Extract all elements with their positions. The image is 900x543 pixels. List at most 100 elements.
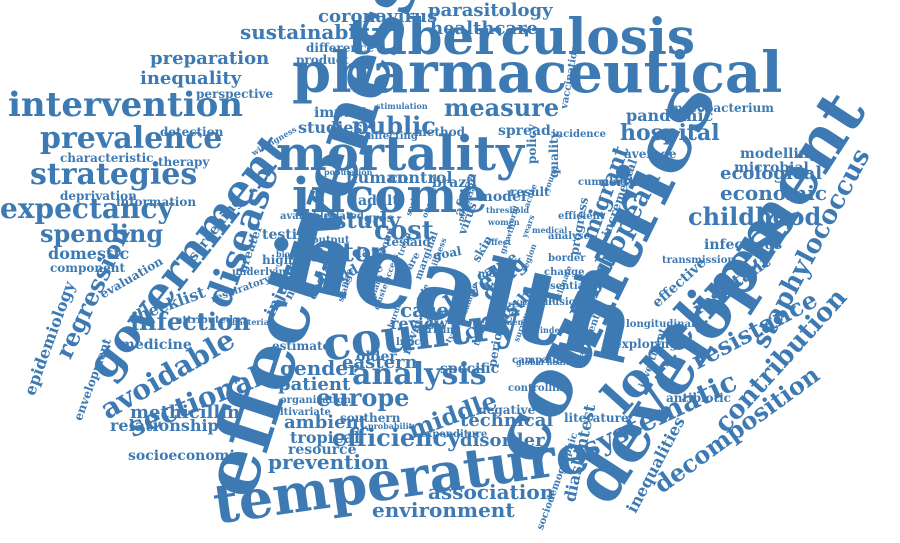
- word-efficiency: efficiency: [332, 423, 462, 452]
- word-conclusion: conclusion: [522, 297, 583, 308]
- word-women: women: [488, 217, 520, 227]
- word-difference: difference: [306, 41, 375, 55]
- word-medicine: medicine: [120, 337, 192, 353]
- word-domestic: domestic: [48, 244, 130, 263]
- word-infection: infection: [130, 307, 251, 336]
- word-characteristic: characteristic: [60, 151, 154, 165]
- word-tuberculosis: tuberculosis: [348, 7, 695, 66]
- word-index: index: [540, 325, 565, 335]
- word-pharmaceutical: pharmaceutical: [292, 40, 783, 106]
- word-spending: spending: [40, 219, 164, 248]
- word-inequality: inequality: [140, 68, 242, 89]
- word-public: public: [352, 111, 436, 140]
- word-population: population: [324, 167, 373, 177]
- word-testing: testing: [262, 227, 318, 243]
- word-brazil: brazil: [432, 175, 477, 191]
- word-data: data: [352, 245, 387, 261]
- word-tropical: tropical: [290, 428, 360, 447]
- word-controlling: controlling: [508, 383, 571, 394]
- word-patient: patient: [278, 374, 351, 395]
- word-incidence: incidence: [552, 129, 607, 140]
- word-gros: gros: [364, 211, 394, 225]
- word-antibiotic: antibiotic: [666, 391, 731, 405]
- word-stimulation: stimulation: [376, 101, 428, 111]
- word-analysis: analysis: [352, 357, 487, 392]
- word-model: model: [478, 189, 527, 205]
- word-effect: effect: [486, 237, 512, 247]
- word-expectancy: expectancy: [0, 192, 174, 225]
- word-deprivation: deprivation: [60, 189, 137, 203]
- word-exploring: exploring: [614, 337, 678, 351]
- word-transmission: transmission: [662, 255, 735, 266]
- word-related: related: [324, 211, 364, 222]
- word-association: association: [428, 480, 555, 504]
- word-infectious: infectious: [704, 237, 783, 253]
- word-ambient: ambient: [284, 412, 367, 433]
- word-ecological: ecological: [720, 163, 823, 184]
- word-cumulative: cumulative: [578, 177, 641, 188]
- word-therapy: therapy: [158, 155, 210, 169]
- word-higher: higher: [262, 253, 307, 267]
- word-biomedical: biomedical: [276, 249, 326, 259]
- word-impact: impact: [314, 105, 368, 121]
- word-gap: gap: [430, 307, 447, 317]
- word-adult: adult: [358, 193, 399, 209]
- word-relationship: relationship: [110, 416, 219, 435]
- word-older: older: [356, 349, 397, 365]
- word-efficient: efficient: [558, 211, 605, 222]
- word-more: more: [478, 269, 507, 280]
- word-socioeconomic: socioeconomic: [128, 448, 244, 464]
- word-specific: specific: [440, 361, 500, 377]
- word-arriving: arriving: [416, 325, 461, 336]
- word-measure: measure: [444, 93, 560, 122]
- word-study: study: [334, 208, 401, 234]
- word-cost: cost: [374, 216, 434, 246]
- word-lmics: lmics: [396, 337, 426, 348]
- word-income: income: [292, 168, 488, 224]
- word-global-health: global health: [516, 357, 576, 367]
- word-output: output: [312, 235, 350, 246]
- word-organization: organization: [280, 395, 351, 406]
- word-result: result: [510, 185, 550, 199]
- word-sustainable: sustainable: [240, 20, 369, 44]
- word-intervention: intervention: [8, 85, 244, 125]
- word-gender: gender: [280, 356, 359, 380]
- word-threshold: threshold: [486, 205, 530, 215]
- word-border: border: [548, 253, 586, 264]
- word-technical: technical: [460, 410, 554, 431]
- word-review: review: [390, 314, 448, 333]
- word-campaign: campaign: [512, 355, 567, 366]
- word-negative: negative: [478, 403, 536, 417]
- word-method: method: [414, 125, 465, 139]
- word-europe: europe: [316, 383, 410, 412]
- word-underlying: underlying: [232, 267, 293, 278]
- word-hospital: hospital: [620, 120, 720, 146]
- word-probability: probability: [368, 421, 417, 431]
- word-component: component: [50, 261, 126, 275]
- word-prevention: prevention: [268, 450, 389, 474]
- word-policy: policy: [525, 124, 539, 164]
- word-attributed: attributed: [176, 315, 234, 326]
- word-case: case: [400, 298, 450, 322]
- word-childhood: childhood: [688, 202, 822, 231]
- word-test: test: [386, 235, 412, 249]
- word-southern: southern: [340, 411, 401, 425]
- word-economic: economic: [720, 181, 828, 205]
- word-factor: factor: [298, 238, 385, 268]
- word-aid: aid: [410, 235, 431, 249]
- word-multivariate: multivariate: [262, 407, 331, 418]
- word-strategies: strategies: [30, 157, 198, 192]
- word-human: human: [346, 168, 409, 187]
- word-expenditure: expenditure: [420, 429, 488, 440]
- word-prevalence: prevalence: [40, 121, 223, 156]
- word-spread: spread: [498, 123, 551, 139]
- word-modelling: modelling: [740, 146, 819, 162]
- word-preparation: preparation: [150, 48, 270, 69]
- word-affecting: affecting: [368, 131, 418, 142]
- word-eastern: eastern: [342, 352, 418, 373]
- word-mortality: mortality: [276, 126, 524, 182]
- word-mycobacterium: mycobacterium: [670, 101, 774, 115]
- word-analyse: analyse: [548, 231, 590, 242]
- word-men: men: [504, 317, 524, 327]
